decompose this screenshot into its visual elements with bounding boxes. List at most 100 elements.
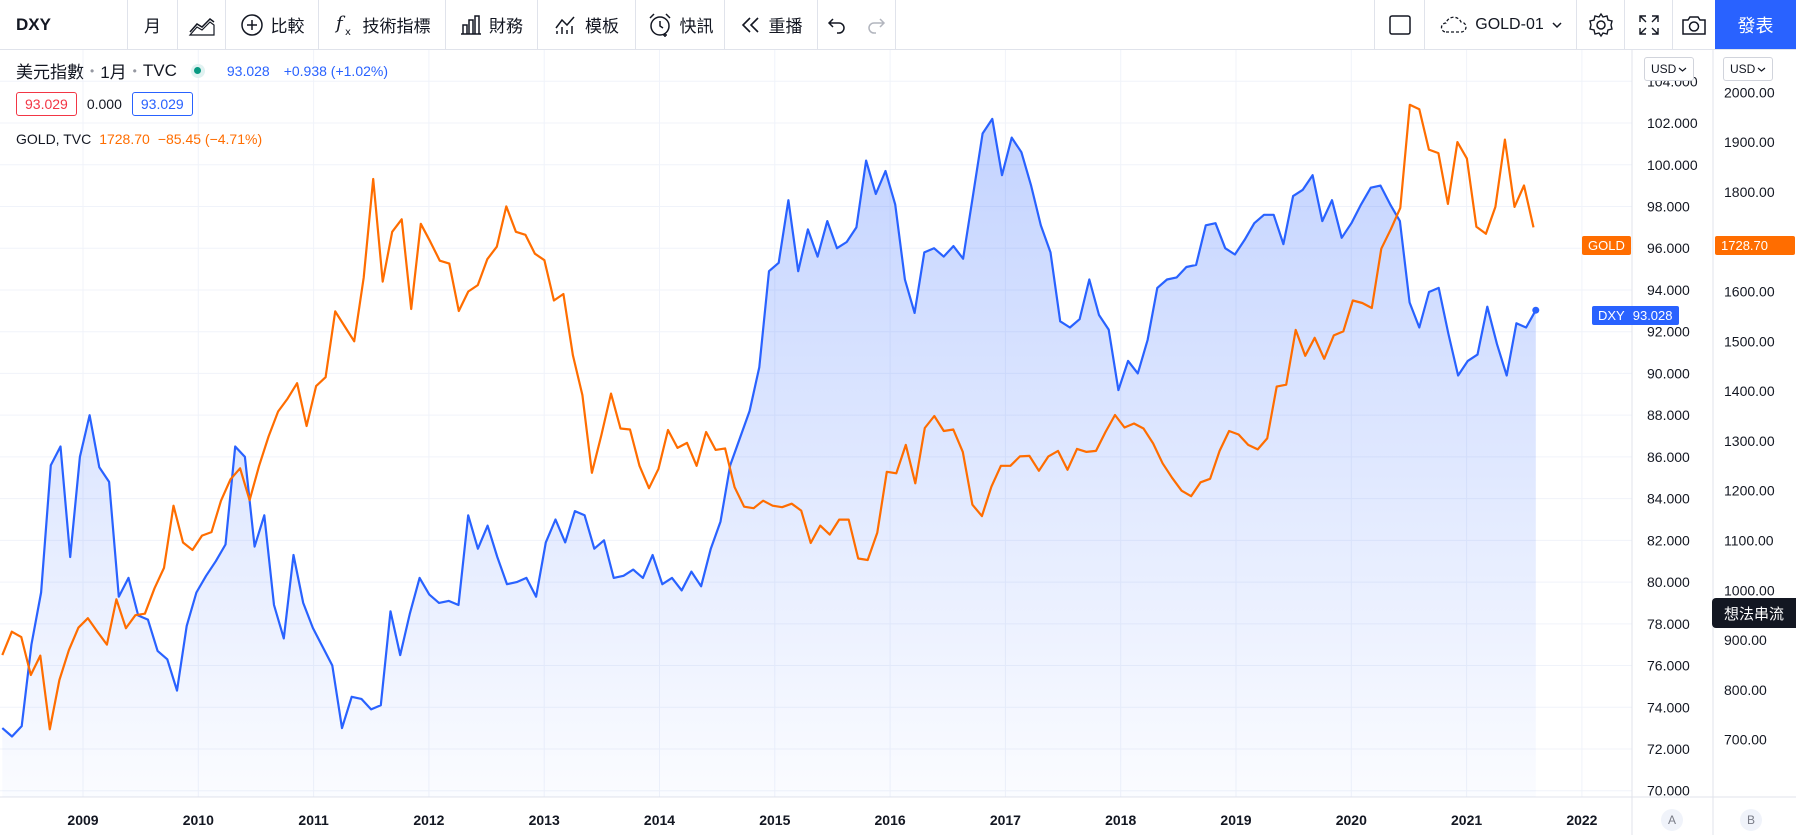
svg-text:x: x	[345, 27, 351, 37]
alert-label: 快訊	[679, 17, 714, 36]
price-a-tick-label: 86.000	[1647, 449, 1690, 465]
gold-series-line[interactable]	[1, 103, 1535, 731]
gold-series-legend[interactable]: GOLD, TVC 1728.70 −85.45 (−4.71%)	[16, 131, 262, 147]
indicators-button[interactable]: f x 技術指標	[319, 0, 446, 49]
price-b-tick-label: 1600.00	[1724, 284, 1775, 300]
templates-label: 模板	[585, 17, 619, 36]
price-a-tick-label: 98.000	[1647, 198, 1690, 214]
gold-series-name-tag: GOLD	[1582, 236, 1631, 255]
settings-button[interactable]	[1577, 0, 1625, 49]
top-toolbar: DXY 月 比較 f x 技術指標	[0, 0, 1796, 50]
currency-b-label: USD	[1730, 62, 1756, 76]
time-tick-label: 2018	[1105, 812, 1136, 828]
undo-icon	[827, 17, 845, 34]
fullscreen-button[interactable]	[1625, 0, 1673, 49]
financials-button[interactable]: 財務	[446, 0, 538, 49]
price-b-tick-label: 1900.00	[1724, 134, 1775, 150]
bar-chart-icon	[461, 14, 481, 35]
function-icon: f x	[334, 13, 351, 37]
time-tick-label: 2014	[644, 812, 675, 828]
publish-label: 發表	[1737, 15, 1774, 36]
area-chart-icon	[188, 17, 215, 36]
compare-button[interactable]: 比較	[226, 0, 319, 49]
currency-button-b[interactable]: USD	[1723, 57, 1774, 81]
auto-scale-a-button[interactable]: A	[1661, 809, 1683, 831]
time-tick-label: 2020	[1336, 812, 1367, 828]
main-exchange: TVC	[142, 60, 177, 80]
snapshot-button[interactable]	[1673, 0, 1715, 49]
ideas-stream-button[interactable]: 想法串流	[1712, 598, 1796, 628]
gold-last-price: 1728.70	[99, 131, 150, 147]
time-tick-label: 2015	[759, 812, 790, 828]
price-a-tick-label: 100.000	[1647, 157, 1698, 173]
dxy-tag-value: 93.028	[1632, 308, 1673, 323]
chart-type-button[interactable]	[178, 0, 226, 49]
price-b-tick-label: 2000.00	[1724, 84, 1775, 100]
chevron-down-icon	[1757, 67, 1766, 72]
gold-symbol-name: GOLD, TVC	[16, 131, 92, 147]
dxy-tag-name: DXY	[1598, 308, 1625, 323]
time-tick-label: 2012	[413, 812, 444, 828]
main-change: +0.938 (+1.02%)	[283, 62, 388, 79]
time-tick-label: 2010	[183, 812, 214, 828]
interval-label: 月	[144, 17, 161, 36]
dxy-last-point	[1532, 306, 1540, 314]
saved-layout-menu[interactable]: GOLD-01	[1425, 0, 1577, 49]
price-a-tick-label: 102.000	[1647, 115, 1698, 131]
templates-button[interactable]: 模板	[538, 0, 636, 49]
series	[1, 103, 1540, 797]
order-values: 93.029 0.000 93.029	[16, 92, 193, 116]
publish-button[interactable]: 發表	[1715, 0, 1796, 49]
price-b-tick-label: 1300.00	[1724, 433, 1775, 449]
time-tick-label: 2021	[1451, 812, 1482, 828]
auto-scale-b-button[interactable]: B	[1740, 809, 1762, 831]
price-b-tick-label: 1200.00	[1724, 483, 1775, 499]
price-a-tick-label: 72.000	[1647, 741, 1690, 757]
symbol-search-button[interactable]: DXY	[0, 0, 128, 49]
price-a-tick-label: 90.000	[1647, 365, 1690, 381]
time-tick-label: 2013	[529, 812, 560, 828]
time-tick-label: 2011	[298, 812, 329, 828]
redo-button[interactable]	[856, 0, 896, 49]
price-a-tick-label: 92.000	[1647, 324, 1690, 340]
price-b-tick-label: 1800.00	[1724, 184, 1775, 200]
price-a-tick-label: 76.000	[1647, 658, 1690, 674]
templates-icon	[555, 16, 575, 34]
alert-button[interactable]: 快訊	[636, 0, 725, 49]
currency-a-label: USD	[1651, 62, 1677, 76]
price-b-tick-label: 1000.00	[1724, 582, 1775, 598]
dxy-area-fill	[2, 118, 1536, 797]
price-a-tick-label: 80.000	[1647, 574, 1690, 590]
chevron-down-icon	[1678, 67, 1687, 72]
sell-value-box[interactable]: 93.029	[16, 92, 77, 116]
main-series-legend[interactable]: 美元指數 • 1月 • TVC 93.028 +0.938 (+1.02%)	[16, 58, 388, 83]
price-a-tick-label: 96.000	[1647, 240, 1690, 256]
time-tick-label: 2009	[67, 812, 98, 828]
price-b-tick-label: 1100.00	[1724, 533, 1774, 549]
replay-button[interactable]: 重播	[725, 0, 818, 49]
interval-button[interactable]: 月	[128, 0, 178, 49]
buy-value-box[interactable]: 93.029	[131, 92, 193, 116]
main-last-price: 93.028	[226, 62, 270, 79]
rewind-icon	[741, 16, 759, 33]
undo-button[interactable]	[818, 0, 856, 49]
currency-button-a[interactable]: USD	[1644, 57, 1695, 81]
time-tick-label: 2017	[990, 812, 1021, 828]
layout-name-label: GOLD-01	[1475, 15, 1544, 33]
dxy-price-tag: DXY 93.028	[1592, 306, 1679, 325]
price-b-tick-label: 700.00	[1724, 732, 1767, 748]
chart-canvas[interactable]: 70.000 72.000 74.000 76.000 78.000 80.000 82.0…	[0, 50, 1796, 835]
price-a-tick-label: 84.000	[1647, 491, 1690, 507]
plus-circle-icon	[240, 13, 263, 36]
camera-icon	[1682, 15, 1706, 35]
layout-select-button[interactable]	[1374, 0, 1425, 49]
time-scale[interactable]: 2009 2010 2011 2012 2013 2014 2015 2016 2017 2018…	[67, 812, 1597, 828]
dxy-series-line[interactable]	[1, 117, 1537, 738]
price-scale-a[interactable]: 70.000 72.000 74.000 76.000 78.000 80.000 82.0…	[1647, 73, 1698, 798]
time-tick-label: 2016	[875, 812, 906, 828]
main-interval: 1月	[100, 63, 127, 82]
price-a-tick-label: 70.000	[1647, 783, 1690, 799]
gold-price-tag: 1728.70	[1715, 236, 1795, 255]
time-tick-label: 2022	[1566, 812, 1597, 828]
